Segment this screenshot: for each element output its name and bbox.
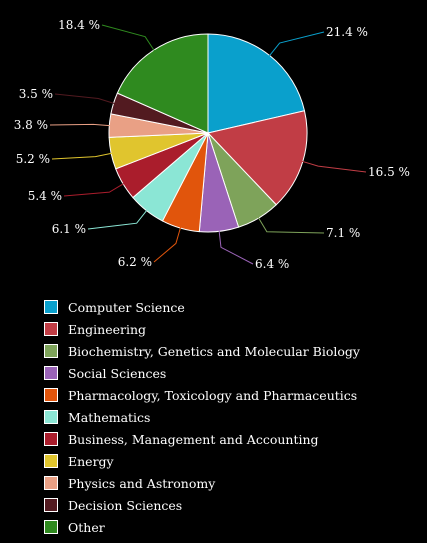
legend-swatch (44, 366, 58, 380)
legend-label: Mathematics (68, 409, 151, 425)
legend-swatch (44, 520, 58, 534)
legend-swatch (44, 344, 58, 358)
legend-item-physics-and-astronomy: Physics and Astronomy (44, 472, 414, 494)
leader-line-computer-science (268, 31, 325, 58)
leader-line-mathematics (87, 208, 149, 230)
pie-leader-lines (49, 24, 367, 265)
legend-label: Other (68, 519, 105, 535)
legend-label: Biochemistry, Genetics and Molecular Bio… (68, 343, 360, 359)
leader-line-energy (51, 152, 114, 160)
leader-line-engineering (300, 160, 367, 173)
legend-item-other: Other (44, 516, 414, 538)
legend-label: Pharmacology, Toxicology and Pharmaceuti… (68, 387, 358, 403)
legend-item-decision-sciences: Decision Sciences (44, 494, 414, 516)
data-label-energy: 5.2 % (16, 152, 50, 166)
data-label-biochemistry-genetics-and-molecular-biology: 7.1 % (326, 226, 360, 240)
legend-swatch (44, 410, 58, 424)
leader-line-business-management-and-accounting (63, 182, 126, 197)
leader-line-decision-sciences (54, 93, 116, 105)
leader-line-social-sciences (218, 229, 254, 265)
legend-swatch (44, 388, 58, 402)
data-label-physics-and-astronomy: 3.8 % (14, 118, 48, 132)
chart-legend: Computer Science Engineering Biochemistry,… (44, 296, 414, 538)
data-label-engineering: 16.5 % (368, 165, 410, 179)
legend-item-biochemistry-genetics-and-molecular-biology: Biochemistry, Genetics and Molecular Bio… (44, 340, 414, 362)
legend-label: Energy (68, 453, 114, 469)
legend-item-mathematics: Mathematics (44, 406, 414, 428)
legend-swatch (44, 476, 58, 490)
legend-label: Social Sciences (68, 365, 167, 381)
legend-label: Business, Management and Accounting (68, 431, 319, 447)
leader-line-pharmacology-toxicology-and-pharmaceutics (153, 226, 182, 263)
legend-swatch (44, 322, 58, 336)
legend-swatch (44, 432, 58, 446)
legend-label: Decision Sciences (68, 497, 183, 513)
legend-item-energy: Energy (44, 450, 414, 472)
leader-line-other (101, 24, 156, 53)
legend-item-business-management-and-accounting: Business, Management and Accounting (44, 428, 414, 450)
data-label-other: 18.4 % (58, 18, 100, 32)
legend-label: Physics and Astronomy (68, 475, 216, 491)
legend-item-engineering: Engineering (44, 318, 414, 340)
legend-swatch (44, 454, 58, 468)
leader-line-biochemistry-genetics-and-molecular-biology (257, 216, 325, 234)
data-label-mathematics: 6.1 % (52, 222, 86, 236)
data-label-business-management-and-accounting: 5.4 % (28, 189, 62, 203)
legend-swatch (44, 300, 58, 314)
legend-item-pharmacology-toxicology-and-pharmaceutics: Pharmacology, Toxicology and Pharmaceuti… (44, 384, 414, 406)
data-label-social-sciences: 6.4 % (255, 257, 289, 271)
legend-item-computer-science: Computer Science (44, 296, 414, 318)
data-label-pharmacology-toxicology-and-pharmaceutics: 6.2 % (118, 255, 152, 269)
legend-label: Engineering (68, 321, 147, 337)
pie-data-labels: 21.4 % 16.5 % 7.1 % 6.4 % 6.2 % 6.1 % 5.4 % 5.2… (14, 18, 410, 271)
legend-swatch (44, 498, 58, 512)
legend-label: Computer Science (68, 299, 185, 315)
data-label-decision-sciences: 3.5 % (19, 87, 53, 101)
leader-line-physics-and-astronomy (49, 123, 112, 127)
legend-item-social-sciences: Social Sciences (44, 362, 414, 384)
data-label-computer-science: 21.4 % (326, 25, 368, 39)
pie-slices (108, 33, 308, 233)
